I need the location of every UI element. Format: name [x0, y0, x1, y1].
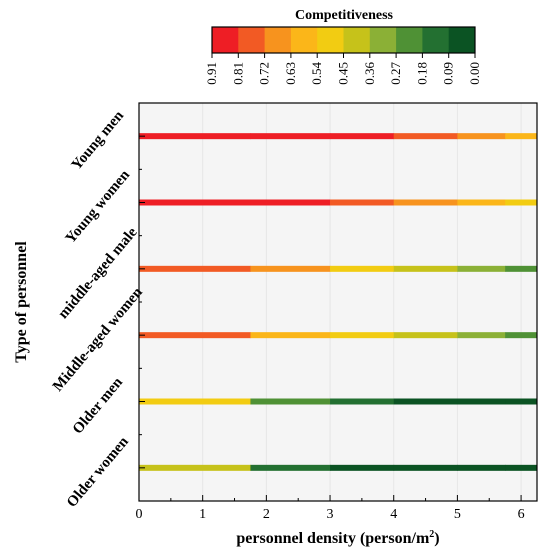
colorbar-cell: [290, 27, 318, 53]
bar-segment: [330, 199, 395, 206]
colorbar-title: Competitiveness: [295, 8, 394, 23]
bar-segment: [139, 398, 251, 405]
bar-segment: [139, 265, 251, 272]
colorbar-cell: [369, 27, 397, 53]
colorbar-tick-label: 0.09: [441, 62, 456, 85]
bar-segment: [250, 199, 331, 206]
bar-segment: [457, 133, 506, 140]
series-bar: [139, 398, 538, 405]
x-tick-label: 3: [327, 507, 334, 522]
colorbar-tick-label: 0.45: [336, 62, 351, 85]
bar-segment: [393, 398, 458, 405]
bar-segment: [505, 199, 538, 206]
bar-segment: [139, 199, 251, 206]
bar-segment: [393, 332, 458, 339]
grid-lines: [202, 103, 522, 501]
x-tick-label: 1: [199, 507, 206, 522]
bar-segment: [330, 265, 395, 272]
data-bars: [139, 133, 538, 471]
x-tick-label: 0: [136, 507, 143, 522]
bar-segment: [393, 464, 458, 471]
colorbar-cell: [238, 27, 266, 53]
colorbar-cells: [212, 27, 476, 53]
bar-segment: [139, 332, 251, 339]
colorbar-cell: [343, 27, 371, 53]
bar-segment: [505, 133, 538, 140]
colorbar-tick-label: 0.91: [204, 62, 219, 85]
bar-segment: [457, 332, 506, 339]
x-axis-title: personnel density (person/m2): [236, 529, 439, 547]
x-tick-label: 5: [454, 507, 461, 522]
bar-segment: [250, 332, 331, 339]
bar-segment: [505, 332, 538, 339]
colorbar-cell: [448, 27, 476, 53]
bar-segment: [330, 464, 395, 471]
colorbar-cell: [422, 27, 450, 53]
colorbar-tick-label: 0.27: [388, 62, 403, 85]
series-bar: [139, 265, 538, 272]
colorbar-tick-label: 0.72: [257, 62, 272, 85]
bar-segment: [250, 133, 331, 140]
bar-segment: [330, 332, 395, 339]
colorbar-tick-label: 0.00: [467, 62, 482, 85]
colorbar-tick-label: 0.81: [230, 62, 245, 85]
y-axis-title: Type of personnel: [13, 241, 30, 363]
bar-segment: [457, 398, 506, 405]
bar-segment: [457, 464, 506, 471]
bar-segment: [250, 464, 331, 471]
colorbar-ticks: 0.91 0.81 0.72 0.63 0.54 0.45 0.36 0.27 0.18 0.09…: [204, 53, 482, 85]
x-tick-label: 4: [390, 507, 397, 522]
bar-segment: [250, 265, 331, 272]
bar-segment: [250, 398, 331, 405]
series-bar: [139, 332, 538, 339]
bar-segment: [139, 133, 251, 140]
x-tick-label: 2: [263, 507, 270, 522]
colorbar-cell: [212, 27, 239, 53]
series-bar: [139, 199, 538, 206]
colorbar-cell: [396, 27, 423, 53]
bar-segment: [505, 464, 538, 471]
x-axis: 0 1 2 3 4 5 6: [136, 495, 525, 522]
colorbar-cell: [317, 27, 344, 53]
bar-segment: [393, 199, 458, 206]
bar-segment: [457, 265, 506, 272]
bar-segment: [505, 398, 538, 405]
y-tick-label: Older men: [70, 374, 127, 437]
series-bar: [139, 464, 538, 471]
bar-segment: [505, 265, 538, 272]
x-axis-title-superscript: 2: [429, 529, 434, 540]
colorbar-tick-label: 0.18: [414, 62, 429, 85]
x-tick-label: 6: [518, 507, 525, 522]
bar-segment: [330, 398, 395, 405]
x-axis-title-suffix: ): [434, 530, 439, 547]
y-tick-label: Young men: [69, 107, 128, 173]
bar-segment: [457, 199, 506, 206]
plot-background: [139, 103, 537, 501]
bar-segment: [139, 464, 251, 471]
colorbar-tick-label: 0.63: [283, 62, 298, 85]
colorbar-cell: [264, 27, 292, 53]
bar-segment: [393, 265, 458, 272]
colorbar: Competitiveness 0.91 0.81 0.72 0.63 0.54 0.45…: [204, 8, 482, 85]
colorbar-tick-label: 0.54: [309, 62, 324, 85]
bar-segment: [330, 133, 395, 140]
colorbar-tick-label: 0.36: [362, 62, 377, 85]
series-bar: [139, 133, 538, 140]
y-tick-label: Older women: [64, 433, 132, 510]
bar-segment: [393, 133, 458, 140]
